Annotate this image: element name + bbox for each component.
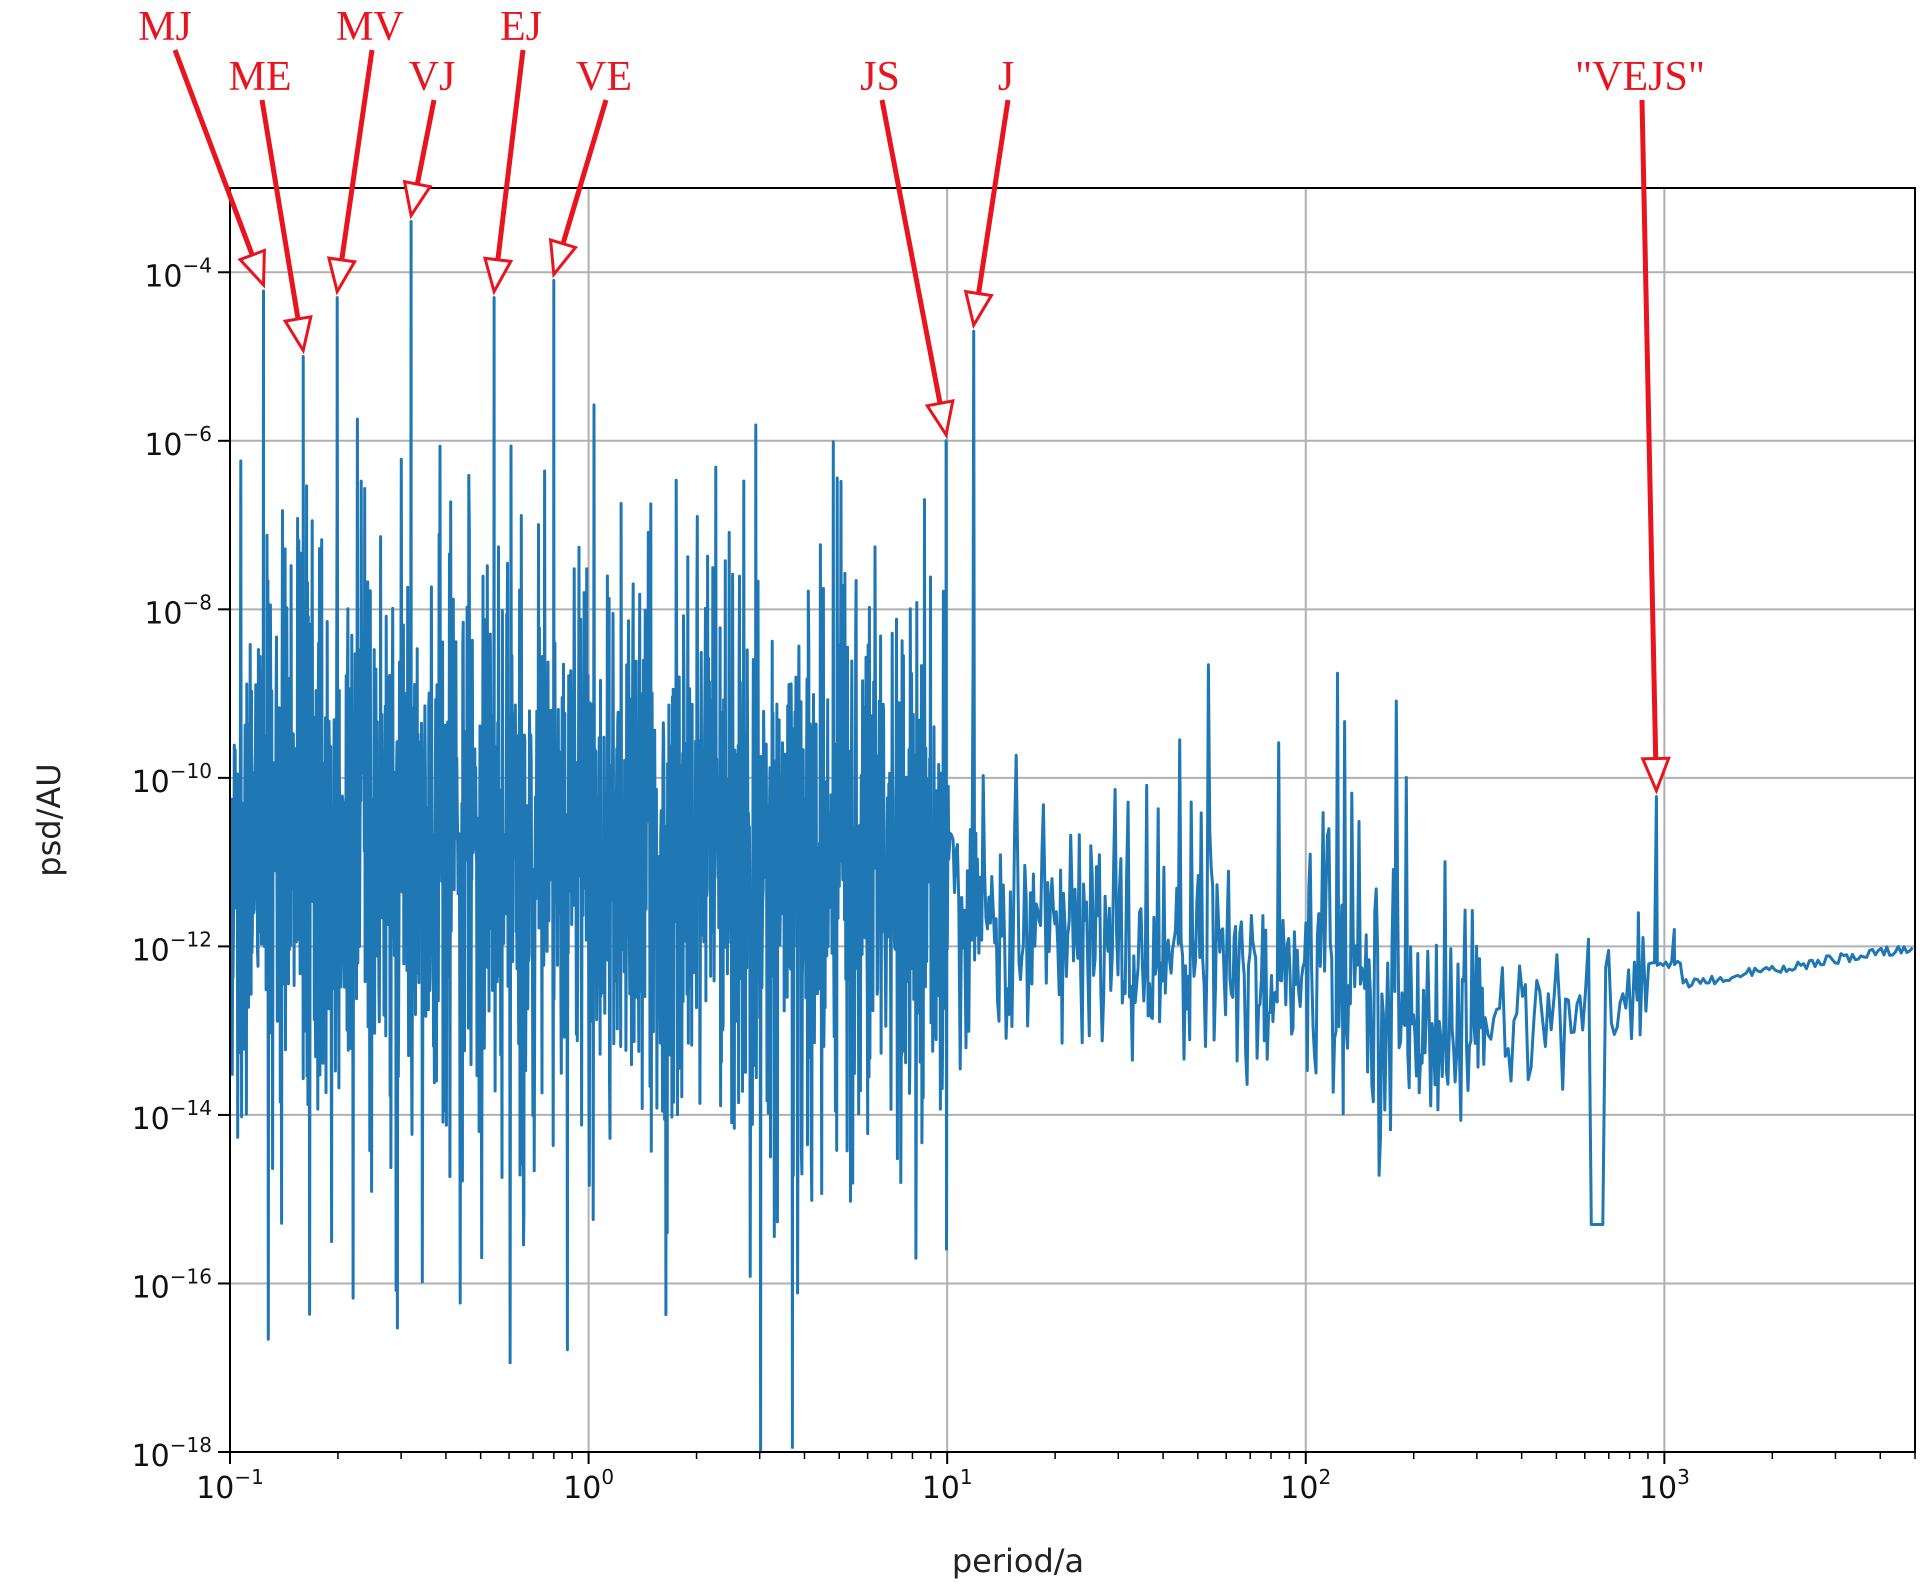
annotation-arrow-head (282, 314, 313, 355)
y-tick-exponent: −4 (183, 253, 212, 277)
y-tick-label: 10−10 (132, 759, 212, 800)
y-tick-exponent: −8 (183, 590, 212, 614)
annotation-arrow-shaft (560, 99, 609, 245)
annotation-arrow-head (1640, 756, 1671, 795)
y-tick-exponent: −16 (170, 1264, 212, 1288)
annotation-arrow-shaft (339, 49, 375, 261)
annotation-arrow-head (237, 248, 266, 289)
tick-labels: 10−1 100 101 102 10310−410−610−810−1010−1210… (132, 253, 1690, 1506)
annotation-label: EJ (500, 4, 542, 50)
x-axis-title: period/a (952, 1542, 1084, 1580)
x-tick-base: 10 (1639, 1471, 1677, 1506)
x-tick-base: 10 (196, 1471, 234, 1506)
annotation-label: MV (336, 4, 404, 50)
annotation-arrow-head (326, 256, 358, 296)
y-tick-base: 10 (132, 1270, 170, 1305)
x-tick-base: 10 (922, 1471, 960, 1506)
y-tick-label: 10−6 (144, 422, 212, 463)
annotation-arrow-head (963, 289, 994, 330)
x-tick-exponent: 2 (1318, 1465, 1331, 1489)
annotation-label: J (998, 54, 1014, 100)
plot-frame (229, 187, 1916, 1453)
annotation-arrow-head (548, 237, 579, 279)
y-tick-base: 10 (144, 596, 182, 631)
annotation-label: ME (229, 54, 292, 100)
psd-series-line (230, 220, 1914, 1452)
axis-ticks (218, 271, 1916, 1464)
y-tick-label: 10−4 (144, 253, 212, 294)
annotation-arrow-shaft (259, 99, 301, 320)
y-tick-label: 10−8 (144, 590, 212, 631)
x-tick-exponent: −1 (234, 1465, 263, 1489)
annotation-label: JS (860, 54, 900, 100)
y-tick-base: 10 (132, 765, 170, 800)
y-axis-title: psd/AU (30, 763, 68, 876)
psd-series-group (230, 220, 1914, 1452)
y-tick-exponent: −12 (170, 927, 212, 951)
annotation-arrow-shaft (172, 49, 255, 256)
x-tick-label: 100 (563, 1465, 614, 1506)
annotation-arrow-head (924, 399, 955, 439)
y-tick-base: 10 (132, 1439, 170, 1474)
y-tick-label: 10−14 (132, 1096, 212, 1137)
x-tick-base: 10 (1280, 1471, 1318, 1506)
y-tick-label: 10−18 (132, 1433, 212, 1474)
annotation-arrow-shaft (414, 99, 437, 185)
y-tick-exponent: −14 (170, 1096, 212, 1120)
x-tick-base: 10 (563, 1471, 601, 1506)
annotation-label: VJ (409, 54, 456, 100)
y-tick-exponent: −18 (170, 1433, 212, 1457)
x-tick-exponent: 0 (601, 1465, 614, 1489)
annotation-arrow-head (402, 179, 433, 220)
y-tick-label: 10−12 (132, 927, 212, 968)
x-tick-exponent: 1 (960, 1465, 973, 1489)
annotation-arrow-head (482, 256, 514, 296)
y-tick-base: 10 (132, 1102, 170, 1137)
annotation-label: "VEJS" (1575, 54, 1705, 100)
y-tick-exponent: −6 (183, 422, 212, 446)
y-tick-exponent: −10 (170, 759, 212, 783)
x-tick-label: 102 (1280, 1465, 1331, 1506)
x-tick-label: 103 (1639, 1465, 1690, 1506)
x-tick-label: 10−1 (196, 1465, 264, 1506)
annotation-arrow-shaft (1639, 99, 1659, 759)
annotation-label: VE (576, 54, 632, 100)
annotation-label: MJ (138, 4, 192, 50)
x-tick-exponent: 3 (1677, 1465, 1690, 1489)
annotation-arrow-shaft (976, 99, 1011, 294)
y-tick-base: 10 (144, 259, 182, 294)
y-tick-base: 10 (132, 933, 170, 968)
annotation-arrow-shaft (879, 99, 943, 404)
annotation-arrow-shaft (495, 49, 526, 261)
x-tick-label: 101 (922, 1465, 973, 1506)
y-tick-base: 10 (144, 428, 182, 463)
y-tick-label: 10−16 (132, 1264, 212, 1305)
